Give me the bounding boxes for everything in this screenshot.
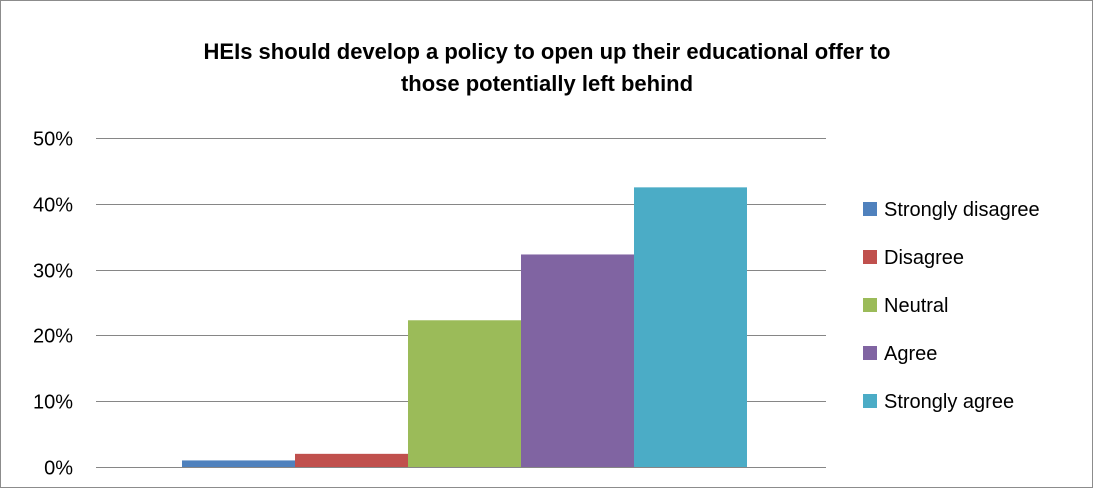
y-tick-label: 30% <box>33 261 73 283</box>
bars <box>182 187 747 467</box>
bar-neutral <box>408 320 521 467</box>
legend-swatch-neutral <box>863 298 877 312</box>
y-tick-label: 20% <box>33 326 73 348</box>
legend-swatch-strongly-disagree <box>863 202 877 216</box>
legend-label: Strongly disagree <box>884 199 1040 221</box>
y-axis-tick-labels: 0% 10% 20% 30% 40% 50% <box>33 129 73 480</box>
bar-strongly-disagree <box>182 460 295 467</box>
chart-title: HEIs should develop a policy to open up … <box>204 39 891 96</box>
legend-label: Neutral <box>884 295 948 317</box>
legend-label: Strongly agree <box>884 391 1014 413</box>
y-tick-label: 50% <box>33 129 73 151</box>
legend-swatch-disagree <box>863 250 877 264</box>
y-tick-label: 40% <box>33 195 73 217</box>
bar-strongly-agree <box>634 187 747 467</box>
chart-title-line-1: HEIs should develop a policy to open up … <box>204 39 891 64</box>
legend-label: Agree <box>884 343 937 365</box>
legend: Strongly disagree Disagree Neutral Agree Str… <box>863 199 1040 413</box>
legend-label: Disagree <box>884 247 964 269</box>
legend-swatch-agree <box>863 346 877 360</box>
y-tick-label: 10% <box>33 392 73 414</box>
legend-swatch-strongly-agree <box>863 394 877 408</box>
bar-disagree <box>295 453 408 467</box>
y-tick-label: 0% <box>44 458 73 480</box>
bar-agree <box>521 254 634 467</box>
chart-title-line-2: those potentially left behind <box>401 71 693 96</box>
